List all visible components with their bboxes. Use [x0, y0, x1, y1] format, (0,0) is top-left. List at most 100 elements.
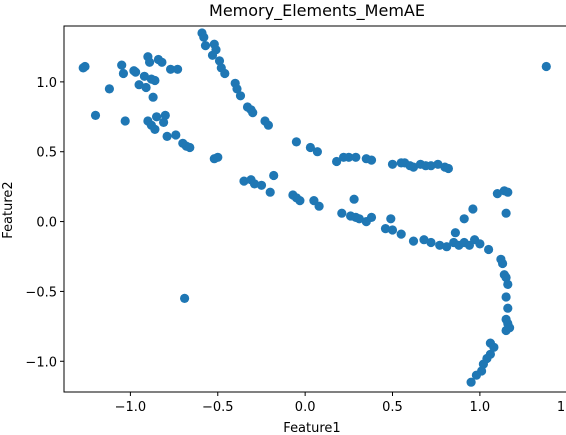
data-point: [166, 64, 176, 74]
data-point: [380, 224, 391, 234]
data-point: [337, 208, 347, 218]
data-point: [459, 214, 469, 224]
data-point: [148, 92, 158, 102]
data-point: [387, 225, 398, 235]
data-point: [239, 176, 249, 186]
y-tick-label: −0.5: [25, 285, 57, 300]
data-point: [501, 208, 511, 218]
data-point: [354, 214, 364, 224]
data-points: [78, 28, 551, 387]
data-point: [471, 370, 481, 380]
data-point: [104, 84, 114, 94]
data-point: [213, 152, 223, 162]
y-axis-ticks: −1.0 −0.5 0.0 0.5 1.0: [25, 76, 64, 370]
data-point: [265, 187, 275, 197]
data-point: [489, 342, 499, 352]
data-point: [426, 161, 436, 171]
data-point: [150, 75, 160, 86]
data-point: [503, 279, 513, 289]
y-tick-label: 0.5: [36, 146, 57, 161]
data-point: [442, 242, 452, 252]
data-point: [232, 84, 242, 94]
data-point: [408, 236, 419, 246]
x-tick-label: 1.5: [557, 400, 566, 415]
data-point: [235, 91, 246, 101]
data-point: [312, 147, 322, 157]
data-point: [173, 64, 183, 74]
data-point: [269, 170, 279, 181]
data-point: [435, 240, 445, 250]
data-point: [433, 159, 443, 169]
data-point: [152, 112, 162, 122]
data-point: [145, 57, 155, 67]
data-point: [408, 162, 419, 172]
data-point: [78, 63, 88, 73]
data-point: [256, 180, 267, 190]
data-point: [344, 152, 354, 162]
data-point: [134, 80, 144, 90]
data-point: [90, 110, 101, 120]
data-point: [501, 272, 511, 283]
x-axis-ticks: −1.0 −0.5 0.0 0.5 1.0 1.5: [115, 392, 566, 415]
data-point: [366, 155, 377, 165]
data-point: [541, 61, 551, 72]
data-point: [162, 131, 172, 141]
data-point: [220, 68, 230, 79]
data-point: [118, 68, 128, 79]
data-point: [141, 82, 151, 93]
data-point: [305, 142, 315, 153]
chart-title: Memory_Elements_MemAE: [209, 1, 425, 21]
data-point: [475, 239, 485, 249]
data-point: [139, 71, 149, 81]
data-point: [396, 229, 406, 239]
data-point: [443, 163, 453, 174]
y-axis-label: Feature2: [1, 181, 16, 238]
x-tick-label: 1.0: [470, 400, 491, 415]
data-point: [160, 110, 170, 120]
data-point: [263, 120, 273, 130]
data-point: [120, 116, 130, 126]
data-point: [387, 159, 398, 169]
data-point: [468, 204, 478, 214]
data-point: [131, 67, 141, 77]
data-point: [157, 57, 167, 67]
data-point: [503, 187, 513, 197]
data-point: [351, 152, 361, 162]
data-point: [419, 235, 429, 245]
data-point: [171, 130, 181, 140]
data-point: [366, 212, 377, 222]
data-point: [314, 201, 324, 211]
data-point: [501, 292, 511, 302]
x-tick-label: 0.0: [295, 400, 316, 415]
data-point: [503, 303, 513, 313]
data-point: [478, 359, 488, 369]
data-point: [332, 156, 342, 167]
data-point: [200, 41, 211, 51]
data-point: [249, 179, 260, 189]
data-point: [498, 258, 508, 269]
data-point: [117, 60, 127, 70]
data-point: [484, 244, 494, 255]
data-point: [159, 117, 169, 127]
data-point: [450, 228, 460, 238]
data-point: [150, 124, 160, 134]
data-point: [207, 50, 218, 60]
y-tick-label: 0.0: [36, 216, 57, 231]
data-point: [505, 323, 515, 333]
data-point: [185, 142, 195, 153]
x-tick-label: −0.5: [202, 400, 234, 415]
y-tick-label: −1.0: [25, 355, 57, 370]
data-point: [295, 196, 305, 206]
data-point: [349, 194, 359, 204]
data-point: [180, 293, 190, 303]
data-point: [466, 377, 476, 387]
plot-frame: [63, 25, 566, 393]
data-point: [386, 214, 396, 224]
data-point: [214, 56, 225, 66]
y-tick-label: 1.0: [36, 76, 57, 91]
x-tick-label: −1.0: [115, 400, 147, 415]
data-point: [426, 237, 436, 248]
x-tick-label: 0.5: [382, 400, 403, 415]
data-point: [248, 108, 258, 118]
